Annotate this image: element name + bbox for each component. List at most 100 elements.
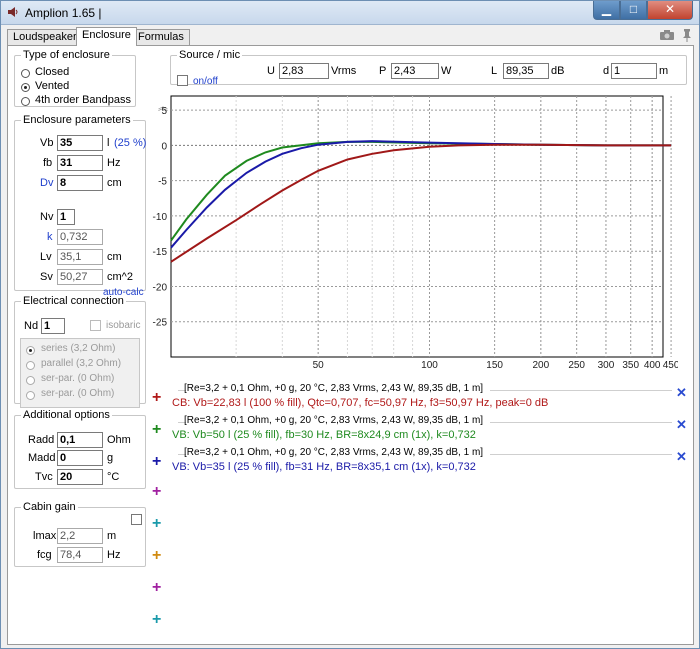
add-entry-plus-icon[interactable]: + — [152, 483, 162, 500]
d-input[interactable]: 1 — [611, 63, 657, 79]
tvc-input[interactable]: 20 — [57, 469, 103, 485]
vb-unit: l — [107, 137, 110, 149]
vb-input[interactable]: 35 — [57, 135, 103, 151]
plot-area — [170, 95, 664, 358]
p-unit: W — [441, 65, 452, 77]
lmax-unit: m — [107, 530, 117, 542]
l-unit: dB — [551, 65, 565, 77]
y-tick-label: -5 — [158, 177, 167, 188]
l-input[interactable]: 89,35 — [503, 63, 549, 79]
additional-legend: Additional options — [23, 409, 110, 421]
onoff-checkbox[interactable] — [177, 75, 188, 86]
radio-ser-par-1[interactable] — [26, 376, 35, 385]
y-tick-label: -20 — [153, 282, 168, 293]
lv-label: Lv — [40, 251, 52, 263]
vb-label: Vb — [40, 137, 54, 149]
tab-formulas[interactable]: Formulas — [132, 29, 190, 46]
sv-value: 50,27 — [57, 269, 103, 285]
title-bar[interactable]: Amplion 1.65 | ▁ □ ✕ — [1, 1, 699, 25]
entry-close-icon[interactable]: ✕ — [676, 385, 687, 400]
madd-input[interactable]: 0 — [57, 450, 103, 466]
electrical-group: Electrical connection Nd 1 isobaric seri… — [14, 295, 146, 408]
lv-value: 35,1 — [57, 249, 103, 265]
entry-plus-icon[interactable]: + — [152, 389, 162, 406]
x-tick-label: 150 — [486, 360, 503, 371]
dv-label[interactable]: Dv — [40, 177, 54, 189]
u-unit: Vrms — [331, 65, 357, 77]
frequency-response-chart[interactable]: 50 100 150 200 250 300 350 400 45050-5-10-15-20-… — [148, 88, 678, 383]
add-entry-plus-icon[interactable]: + — [152, 611, 162, 628]
fb-input[interactable]: 31 — [57, 155, 103, 171]
k-value: 0,732 — [57, 229, 103, 245]
entry-description[interactable]: VB: Vb=35 l (25 % fill), fb=31 Hz, BR=8x… — [172, 461, 476, 473]
minimize-button[interactable]: ▁ — [593, 1, 620, 20]
additional-group: Additional options Radd 0,1 Ohm Madd 0 g… — [14, 409, 146, 489]
x-tick-label: 250 — [568, 360, 585, 371]
x-tick-label: 400 — [644, 360, 661, 371]
p-input[interactable]: 2,43 — [391, 63, 439, 79]
x-tick-label: 50 — [313, 360, 325, 371]
d-unit: m — [659, 65, 669, 77]
maximize-button[interactable]: □ — [620, 1, 647, 20]
radio-series[interactable] — [26, 346, 35, 355]
k-label[interactable]: k — [47, 231, 53, 243]
entry-plus-icon[interactable]: + — [152, 453, 162, 470]
tab-enclosure[interactable]: Enclosure — [76, 27, 137, 46]
entry-params: [Re=3,2 + 0,1 Ohm, +0 g, 20 °C, 2,83 Vrm… — [184, 447, 484, 458]
nd-label: Nd — [24, 320, 39, 332]
radd-label: Radd — [28, 434, 55, 446]
radio-vented[interactable] — [21, 83, 30, 92]
y-tick-label: -15 — [153, 247, 168, 258]
electrical-legend: Electrical connection — [23, 295, 124, 307]
entry-params: [Re=3,2 + 0,1 Ohm, +0 g, 20 °C, 2,83 Vrm… — [184, 383, 484, 394]
isobaric-checkbox[interactable] — [90, 320, 101, 331]
radio-ser-par-2[interactable] — [26, 391, 35, 400]
entry-close-icon[interactable]: ✕ — [676, 449, 687, 464]
auto-calc-link[interactable]: auto-calc — [103, 287, 144, 298]
lmax-label: lmax — [33, 530, 57, 542]
entry-description[interactable]: CB: Vb=22,83 l (100 % fill), Qtc=0,707, … — [172, 397, 549, 409]
x-tick-label: 100 — [421, 360, 438, 371]
camera-icon[interactable] — [659, 29, 675, 41]
tvc-unit: °C — [107, 471, 120, 483]
y-tick-label: -10 — [153, 212, 168, 223]
radio-closed[interactable] — [21, 69, 30, 78]
radio-parallel[interactable] — [26, 361, 35, 370]
radio-ser-par-1-label: ser-par. (0 Ohm) — [41, 373, 115, 384]
fb-unit: Hz — [107, 157, 121, 169]
u-input[interactable]: 2,83 — [279, 63, 329, 79]
fb-label: fb — [43, 157, 53, 169]
collapse-up-icon[interactable]: ︽ — [158, 102, 168, 113]
add-entry-plus-icon[interactable]: + — [152, 547, 162, 564]
nv-input[interactable]: 1 — [57, 209, 75, 225]
add-entry-plus-icon[interactable]: + — [152, 515, 162, 532]
y-tick-label: 5 — [161, 106, 167, 117]
l-label: L — [491, 65, 498, 77]
radd-input[interactable]: 0,1 — [57, 432, 103, 448]
enclosure-type-legend: Type of enclosure — [23, 49, 110, 61]
radio-ser-par-2-label: ser-par. (0 Ohm) — [41, 388, 115, 399]
sv-unit: cm^2 — [107, 271, 133, 283]
fcg-input[interactable]: 78,4 — [57, 547, 103, 563]
close-button[interactable]: ✕ — [647, 1, 693, 20]
p-label: P — [379, 65, 387, 77]
radio-bandpass[interactable] — [21, 97, 30, 106]
lmax-input[interactable]: 2,2 — [57, 528, 103, 544]
entry-plus-icon[interactable]: + — [152, 421, 162, 438]
enclosure-params-legend: Enclosure parameters — [23, 114, 131, 126]
pin-icon[interactable] — [681, 28, 693, 42]
add-entry-plus-icon[interactable]: + — [152, 579, 162, 596]
source-mic-group: Source / mic on/off U 2,83 Vrms P 2,43 W… — [170, 49, 687, 87]
dv-input[interactable]: 8 — [57, 175, 103, 191]
cabin-gain-legend: Cabin gain — [23, 501, 76, 513]
x-tick-label: 350 — [622, 360, 639, 371]
entry-close-icon[interactable]: ✕ — [676, 417, 687, 432]
enclosure-params-group: Enclosure parameters Vb 35 l (25 %) fb 3… — [14, 114, 146, 298]
tab-loudspeaker[interactable]: Loudspeaker — [7, 29, 83, 46]
nd-input[interactable]: 1 — [41, 318, 65, 334]
u-label: U — [267, 65, 275, 77]
window-title: Amplion 1.65 | — [25, 6, 102, 20]
entry-description[interactable]: VB: Vb=50 l (25 % fill), fb=30 Hz, BR=8x… — [172, 429, 476, 441]
cabin-gain-checkbox[interactable] — [131, 514, 142, 525]
